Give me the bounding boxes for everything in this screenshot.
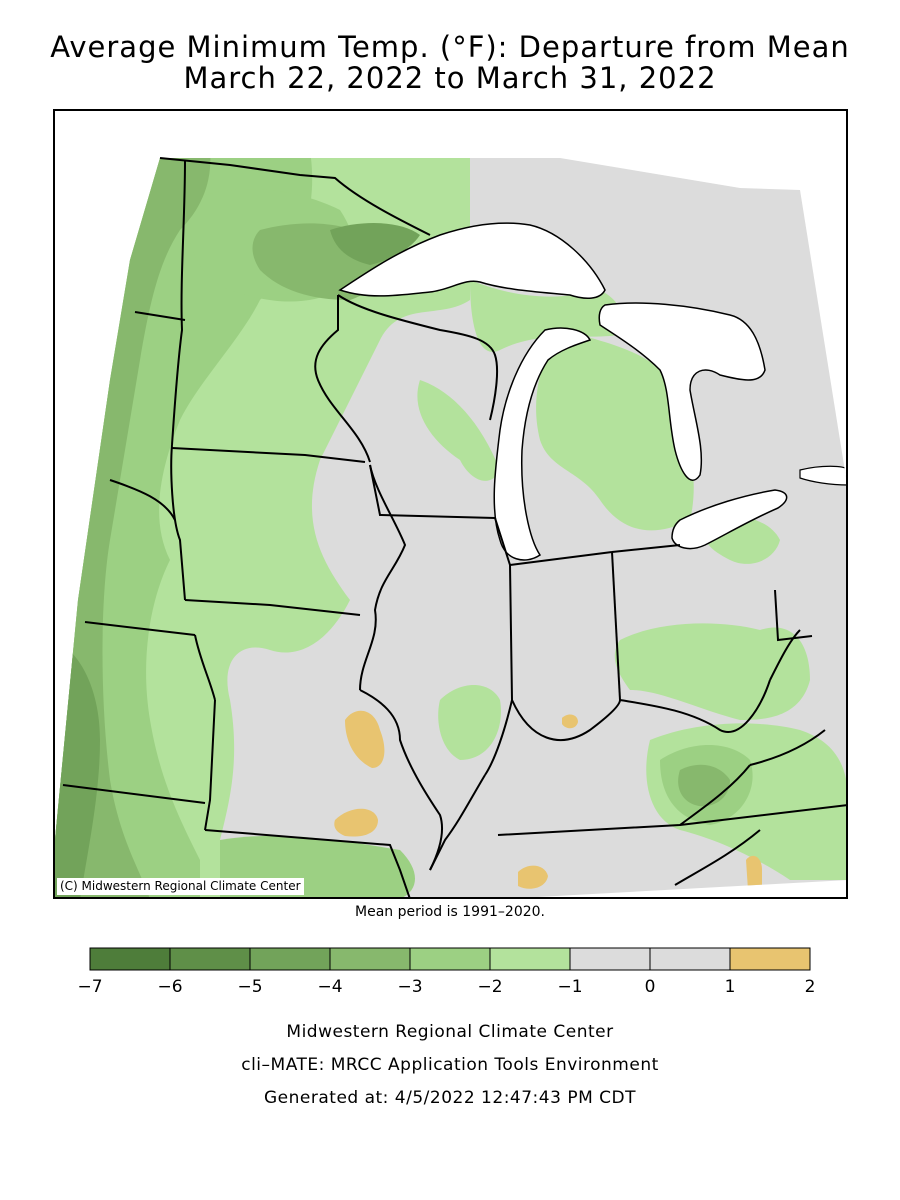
border-ks-ok bbox=[62, 784, 206, 804]
border-ia-mo bbox=[184, 599, 361, 616]
border-mi-oh bbox=[611, 544, 681, 553]
border-il-mo bbox=[359, 689, 443, 871]
zone-plus1-2-missouri-b bbox=[334, 808, 378, 837]
border-canada-west bbox=[159, 157, 431, 236]
footer-org: Midwestern Regional Climate Center bbox=[286, 1022, 614, 1042]
border-nd-sd bbox=[134, 311, 186, 321]
border-in-oh bbox=[611, 551, 621, 701]
legend-swatch bbox=[489, 947, 571, 971]
border-oh-pa bbox=[774, 589, 813, 642]
map-title-line1: Average Minimum Temp. (°F): Departure fr… bbox=[50, 30, 850, 64]
legend-tick-label: 2 bbox=[805, 977, 816, 997]
border-mn-ia bbox=[171, 447, 366, 463]
border-il-ky bbox=[429, 774, 486, 871]
border-oh-wv bbox=[769, 629, 801, 681]
zone-minus1-2-illinois bbox=[438, 685, 501, 760]
border-ne-ks bbox=[84, 621, 196, 636]
border-sd-mn bbox=[170, 444, 186, 601]
zone-minus4-5-north bbox=[330, 223, 420, 265]
border-oh-ky bbox=[619, 679, 771, 733]
zone-plus1-2-kentucky bbox=[518, 865, 548, 889]
legend-tick-label: −1 bbox=[557, 977, 582, 997]
state-boundaries bbox=[62, 157, 848, 899]
lake-huron bbox=[598, 302, 766, 481]
legend-tick-label: −3 bbox=[397, 977, 422, 997]
legend-swatch bbox=[89, 947, 171, 971]
border-mi-in bbox=[509, 551, 613, 566]
footer-generated: Generated at: 4/5/2022 12:47:43 PM CDT bbox=[264, 1088, 636, 1108]
legend-tick-label: −2 bbox=[477, 977, 502, 997]
border-wi-il bbox=[369, 464, 496, 519]
zone-plus1-2-east bbox=[746, 855, 762, 890]
legend-tick-label: 1 bbox=[725, 977, 736, 997]
border-mo-ar bbox=[204, 829, 411, 899]
border-ky-va bbox=[679, 764, 751, 826]
lake-erie bbox=[671, 489, 788, 550]
mean-period-note: Mean period is 1991–2020. bbox=[355, 904, 545, 920]
legend-tick-label: −7 bbox=[77, 977, 102, 997]
zone-plus1-2-indiana bbox=[562, 714, 578, 729]
zone-minus1-2-michigan bbox=[536, 330, 694, 531]
copyright-label: (C) Midwestern Regional Climate Center bbox=[57, 878, 304, 895]
legend-swatch bbox=[729, 947, 811, 971]
legend-swatch bbox=[249, 947, 331, 971]
zone-minus1-2-ohio bbox=[614, 623, 810, 720]
temperature-departure-map bbox=[53, 109, 848, 899]
color-legend: −7 −6 −5 −4 −3 −2 −1 0 1 2 bbox=[77, 947, 816, 997]
footer-tool: cli–MATE: MRCC Application Tools Environ… bbox=[241, 1055, 659, 1075]
zone-minus1-2-wisconsin-shore bbox=[417, 380, 500, 481]
lake-michigan bbox=[493, 327, 592, 561]
border-tn-south bbox=[674, 829, 761, 886]
legend-swatch bbox=[569, 947, 651, 971]
border-wi-mi bbox=[337, 294, 499, 421]
legend-swatch bbox=[649, 947, 731, 971]
lake-superior bbox=[338, 222, 606, 300]
legend-swatch bbox=[169, 947, 251, 971]
legend-tick-label: −6 bbox=[157, 977, 182, 997]
zone-plus1-2-missouri-a bbox=[345, 710, 385, 768]
map-frame bbox=[53, 109, 848, 899]
legend-tick-label: −4 bbox=[317, 977, 342, 997]
border-sd-ne bbox=[109, 479, 176, 521]
legend-swatch bbox=[329, 947, 411, 971]
border-mn-wi bbox=[314, 295, 371, 463]
border-nd-mn bbox=[171, 159, 186, 446]
border-mo-west bbox=[204, 699, 216, 831]
lake-ontario bbox=[799, 465, 848, 486]
border-in-ky bbox=[511, 699, 621, 741]
border-ia-il bbox=[359, 464, 407, 691]
map-title-line2: March 22, 2022 to March 31, 2022 bbox=[183, 61, 717, 95]
border-wv-va bbox=[749, 729, 826, 766]
legend-tick-label: −5 bbox=[237, 977, 262, 997]
legend-swatch bbox=[409, 947, 491, 971]
border-ne-mo bbox=[194, 634, 216, 701]
legend-tick-label: 0 bbox=[645, 977, 656, 997]
